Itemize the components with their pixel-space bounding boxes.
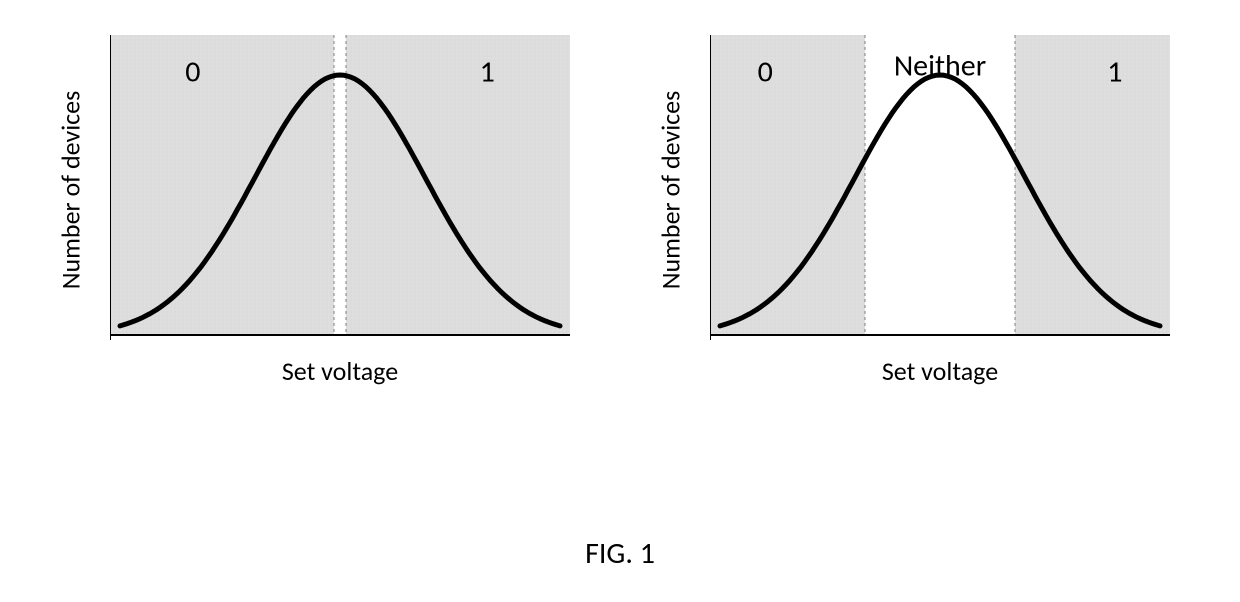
figure-caption: FIG. 1 [0,535,1240,572]
region-label: 0 [758,54,773,91]
figure-page: Number of devices [0,0,1240,602]
x-axis-label-text-right: Set voltage [882,355,998,387]
y-axis-label-text-left: Number of devices [54,91,86,290]
plot-right: 0 Neither 1 [710,35,1170,345]
plot-left: 01 [110,35,570,345]
figure-caption-text: FIG. 1 [585,535,655,572]
chart-pair: Number of devices [50,25,1190,455]
panel-left: Number of devices [50,25,590,435]
y-axis-label-text-right: Number of devices [654,91,686,290]
panel-right: Number of devices [650,25,1190,435]
region-label: 1 [1107,54,1122,91]
region-label: 0 [185,54,200,91]
y-axis-label-left: Number of devices [50,35,90,345]
x-axis-label-text-left: Set voltage [282,355,398,387]
region-labels-left: 01 [110,35,570,345]
y-axis-label-right: Number of devices [650,35,690,345]
x-axis-label-left: Set voltage [110,355,570,387]
region-labels-right: 0 Neither 1 [710,35,1170,345]
region-label: Neither [894,48,986,85]
region-label: 1 [480,54,495,91]
x-axis-label-right: Set voltage [710,355,1170,387]
